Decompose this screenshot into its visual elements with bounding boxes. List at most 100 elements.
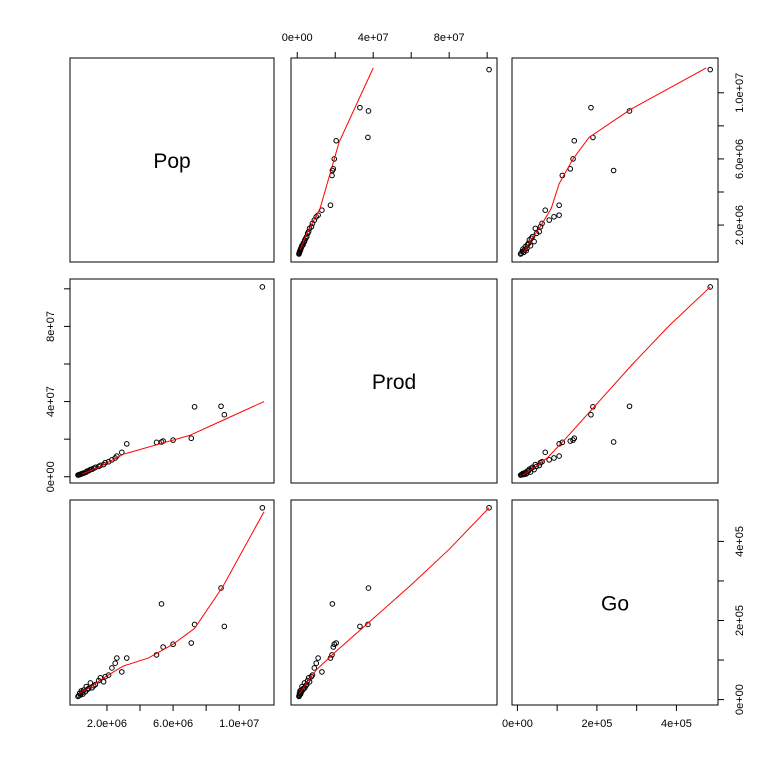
- tick-label: 4e+07: [358, 32, 389, 44]
- data-point: [365, 108, 372, 114]
- tick-label: 4e+05: [661, 718, 692, 730]
- data-point: [486, 504, 492, 511]
- data-point: [520, 471, 527, 478]
- tick-label: 8e+07: [45, 311, 57, 342]
- tick-label: 0e+00: [282, 32, 313, 44]
- data-point: [87, 680, 94, 686]
- data-point: [306, 225, 313, 232]
- tick-label: 0e+00: [45, 461, 57, 492]
- data-point: [333, 137, 339, 144]
- data-point: [588, 104, 594, 111]
- data-point: [626, 403, 633, 410]
- panel-prod-vs-go: [511, 278, 719, 484]
- tick-label: 0e+00: [734, 684, 746, 715]
- panel-go-vs-pop: [69, 499, 275, 706]
- data-point: [610, 439, 617, 445]
- data-point: [556, 202, 562, 209]
- data-point: [123, 441, 130, 447]
- top-axis-prod: 0e+00 4e+07 8e+07: [282, 32, 488, 59]
- data-point: [319, 669, 325, 675]
- panel-prod-vs-prod: [290, 278, 498, 484]
- variable-label-prod: Prod: [372, 371, 416, 394]
- data-point: [551, 455, 557, 461]
- data-point: [188, 640, 195, 646]
- left-axis-prod: 0e+00 4e+07 8e+07: [45, 288, 71, 492]
- data-point: [75, 693, 81, 700]
- panel-frame: [69, 278, 275, 484]
- data-point: [546, 457, 553, 463]
- data-point: [170, 641, 176, 648]
- data-point: [331, 641, 338, 648]
- data-point: [308, 673, 315, 680]
- data-point: [105, 458, 112, 465]
- data-point: [542, 449, 549, 456]
- panel-frame: [290, 57, 498, 263]
- data-point: [218, 585, 224, 591]
- smoother-line: [522, 286, 711, 476]
- tick-label: 1.0e+07: [734, 73, 746, 113]
- data-point: [556, 441, 562, 447]
- tick-label: 6.0e+06: [734, 139, 746, 179]
- data-point: [533, 230, 540, 237]
- data-point: [311, 665, 318, 671]
- data-point: [556, 453, 562, 459]
- data-point: [551, 214, 557, 220]
- data-point: [329, 652, 335, 658]
- data-point: [707, 66, 714, 73]
- tick-label: 4e+05: [734, 526, 746, 557]
- data-point: [158, 601, 165, 607]
- panel-pop-vs-pop: [69, 57, 275, 263]
- data-point: [610, 167, 617, 174]
- tick-label: 2.0e+06: [734, 205, 746, 245]
- data-point: [296, 693, 302, 700]
- panel-pop-vs-prod: [290, 57, 498, 263]
- tick-label: 6.0e+06: [153, 718, 193, 730]
- data-point: [329, 601, 336, 607]
- data-point: [517, 251, 524, 257]
- right-axis-go: 0e+00 2e+05 4e+05: [717, 526, 746, 715]
- data-point: [567, 438, 574, 444]
- data-point: [327, 202, 334, 209]
- data-point: [546, 217, 553, 223]
- data-point: [105, 672, 112, 678]
- data-point: [542, 207, 549, 213]
- data-point: [259, 284, 266, 290]
- data-point: [296, 251, 302, 257]
- tick-label: 0e+00: [502, 718, 533, 730]
- data-point: [365, 621, 371, 628]
- data-point: [100, 678, 107, 685]
- tick-label: 2e+05: [581, 718, 612, 730]
- data-point: [296, 690, 303, 697]
- data-point: [537, 223, 544, 230]
- data-point: [109, 665, 115, 671]
- data-point: [221, 411, 228, 418]
- data-point: [707, 284, 714, 290]
- tick-label: 2.0e+06: [87, 718, 127, 730]
- panel-frame: [290, 278, 498, 484]
- data-point: [588, 411, 594, 418]
- data-point: [309, 220, 316, 227]
- right-axis-pop: 2.0e+06 6.0e+06 1.0e+07: [717, 73, 746, 245]
- data-point: [357, 623, 363, 630]
- data-point: [191, 404, 198, 410]
- data-point: [571, 137, 578, 144]
- panel-pop-vs-go: [511, 57, 719, 263]
- smoother-line: [522, 67, 707, 254]
- tick-label: 2e+05: [734, 605, 746, 636]
- data-point: [524, 470, 530, 476]
- data-point: [102, 673, 109, 680]
- variable-label-pop: Pop: [153, 150, 190, 173]
- panel-go-vs-prod: [290, 499, 498, 706]
- data-point: [170, 437, 176, 443]
- smoother-line: [298, 507, 490, 695]
- data-point: [119, 669, 125, 675]
- data-point: [112, 660, 118, 667]
- smoother-line: [81, 401, 265, 475]
- smoother-line: [299, 67, 374, 251]
- data-point: [626, 108, 633, 114]
- data-point: [123, 655, 130, 661]
- panel-frame: [290, 499, 498, 706]
- data-point: [531, 238, 537, 245]
- data-point: [218, 403, 224, 410]
